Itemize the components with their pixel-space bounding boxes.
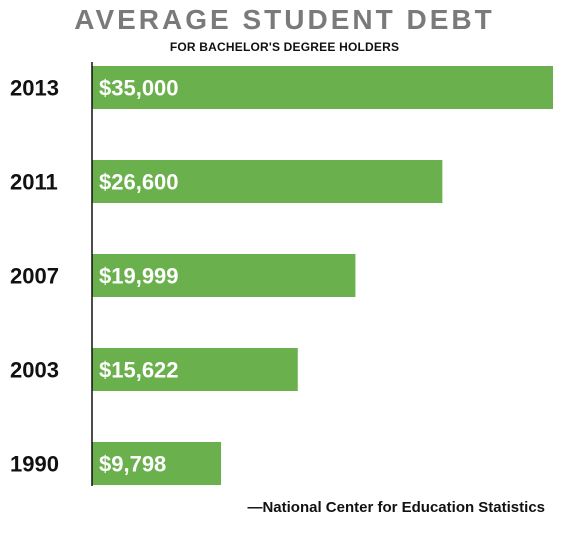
category-label-2003: 2003 xyxy=(10,358,59,383)
category-label-2007: 2007 xyxy=(10,264,59,289)
bar-value-label-2003: $15,622 xyxy=(99,358,179,383)
bar-value-label-2011: $26,600 xyxy=(99,170,179,195)
source-credit: —National Center for Education Statistic… xyxy=(247,499,545,516)
bar-value-label-2007: $19,999 xyxy=(99,264,179,289)
category-label-2013: 2013 xyxy=(10,76,59,101)
bar-value-label-1990: $9,798 xyxy=(99,452,166,477)
category-label-2011: 2011 xyxy=(10,170,58,195)
bar-value-label-2013: $35,000 xyxy=(99,76,179,101)
category-label-1990: 1990 xyxy=(10,452,59,477)
